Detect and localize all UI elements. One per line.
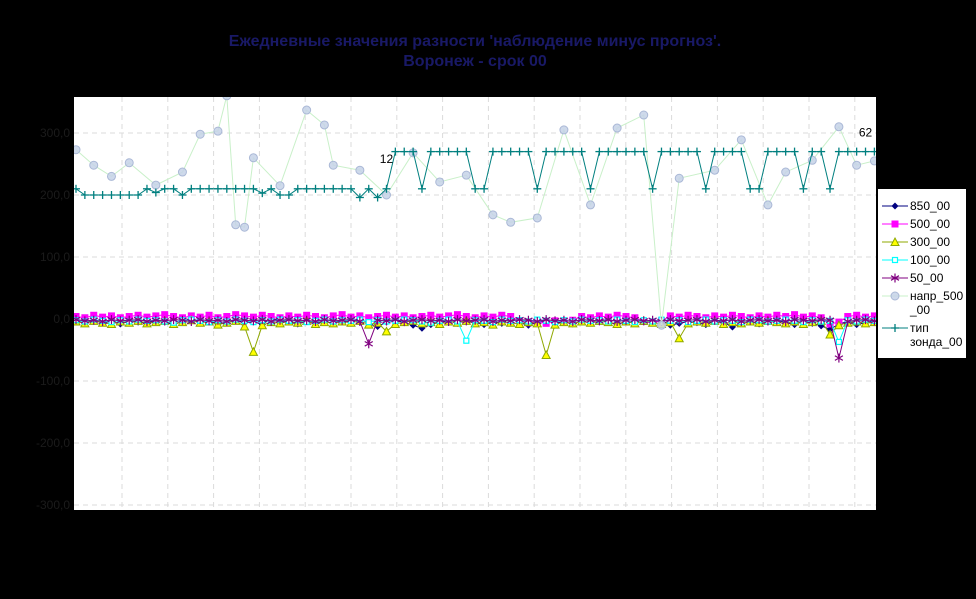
legend-item-300_00[interactable]: 300_00 — [882, 235, 964, 249]
legend-item-label: напр_500_00 — [910, 289, 964, 317]
y-axis-tick-label: -100,0 — [36, 374, 70, 388]
chart-title-line2: Воронеж - срок 00 — [403, 53, 547, 70]
legend-item-500_00[interactable]: 500_00 — [882, 217, 964, 231]
series-50_00[interactable] — [72, 315, 878, 363]
legend-marker-icon-square-open — [882, 256, 908, 264]
legend-item-850_00[interactable]: 850_00 — [882, 199, 964, 213]
legend-item-label: 500_00 — [910, 217, 951, 231]
plot-background — [74, 97, 876, 510]
data-label: 12 — [380, 152, 394, 166]
data-label: 62 — [859, 126, 873, 140]
y-axis-tick-label: 200,0 — [40, 188, 70, 202]
legend-item-label: тип зонда_00 — [910, 321, 963, 349]
legend: 850_00 500_00 300_00 100_00 50_00 напр_500_00… — [877, 188, 967, 359]
legend-item-label: 100_00 — [910, 253, 951, 267]
legend-item-label: 300_00 — [910, 235, 951, 249]
y-axis-tick-label: 0,0 — [53, 312, 70, 326]
series-layer — [72, 92, 878, 363]
chart-title: Ежедневные значения разности 'наблюдение… — [74, 32, 876, 72]
series-напр_500_00[interactable] — [72, 92, 878, 330]
legend-item-тип зонда_00[interactable]: тип зонда_00 — [882, 321, 964, 349]
legend-item-напр_500_00[interactable]: напр_500_00 — [882, 289, 964, 317]
y-axis-tick-label: 100,0 — [40, 250, 70, 264]
legend-item-100_00[interactable]: 100_00 — [882, 253, 964, 267]
y-axis-tick-label: -300,0 — [36, 498, 70, 512]
series-тип зонда_00[interactable] — [72, 147, 878, 202]
legend-marker-icon-plus — [882, 324, 908, 332]
legend-marker-icon-diamond — [882, 202, 908, 210]
legend-marker-icon-square — [882, 220, 908, 228]
legend-item-50_00[interactable]: 50_00 — [882, 271, 964, 285]
legend-marker-icon-circle — [882, 291, 908, 301]
y-axis-tick-label: 300,0 — [40, 126, 70, 140]
legend-item-label: 50_00 — [910, 271, 944, 285]
legend-marker-icon-asterisk — [882, 273, 908, 283]
chart-title-line1: Ежедневные значения разности 'наблюдение… — [228, 33, 722, 50]
y-axis-tick-label: -200,0 — [36, 436, 70, 450]
legend-marker-icon-triangle — [882, 236, 908, 246]
legend-item-label: 850_00 — [910, 199, 951, 213]
